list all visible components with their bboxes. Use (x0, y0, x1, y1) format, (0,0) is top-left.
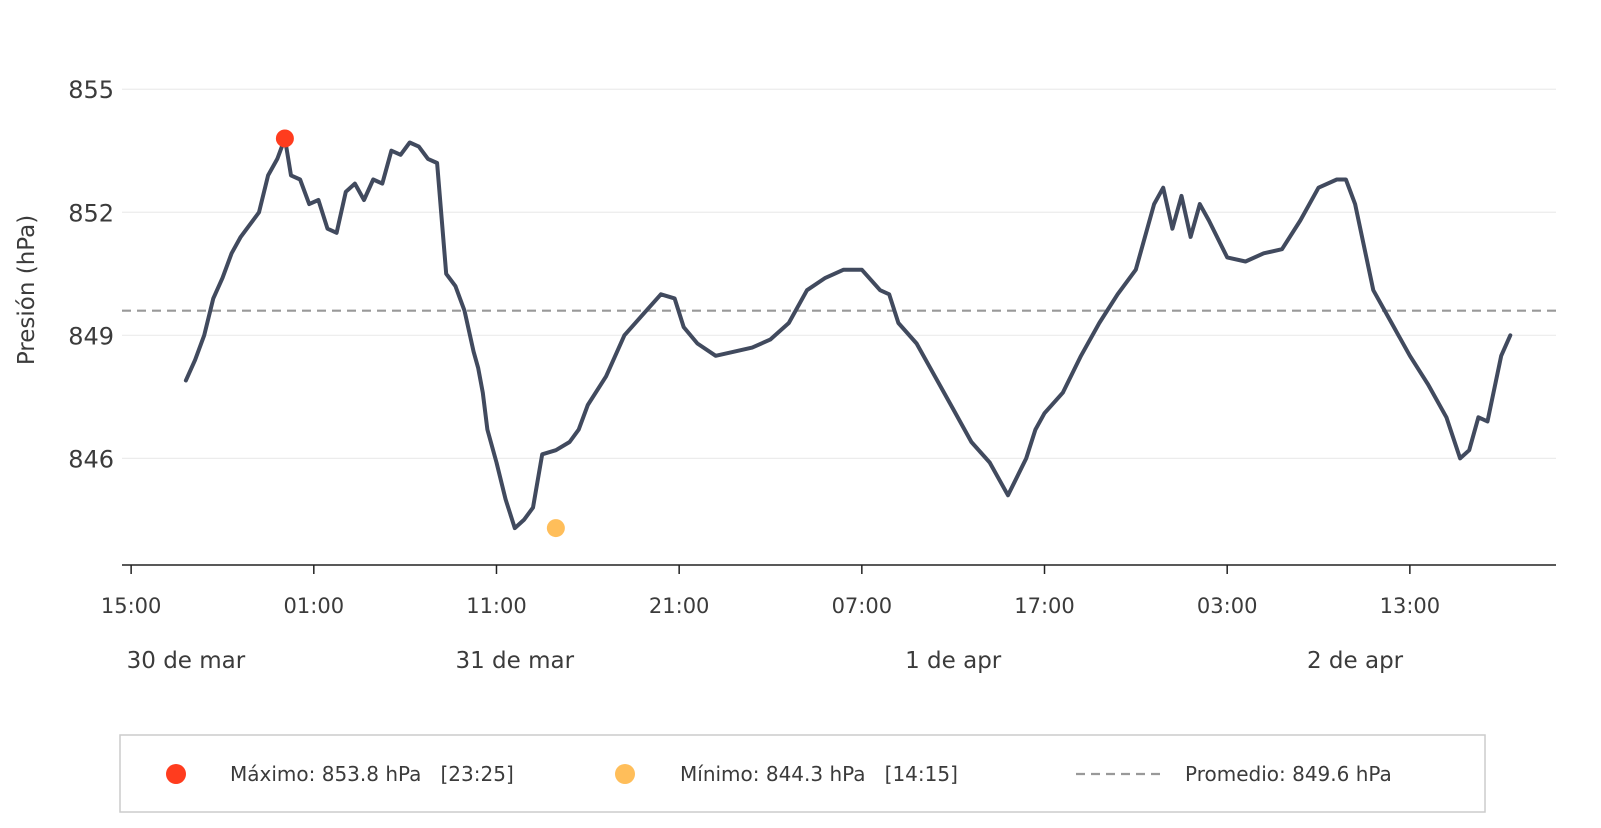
date-label-2: 1 de apr (905, 648, 1002, 674)
max-marker (275, 129, 294, 148)
x-tick-label-4: 07:00 (832, 594, 893, 618)
x-tick-label-0: 15:00 (101, 594, 162, 618)
x-tick-label-2: 11:00 (466, 594, 527, 618)
y-tick-label-849: 849 (68, 322, 114, 350)
legend: Máximo: 853.8 hPa [23:25] Mínimo: 844.3 … (119, 734, 1486, 813)
y-tick-label-852: 852 (68, 199, 114, 227)
x-tick-label-6: 03:00 (1197, 594, 1258, 618)
x-tick-label-1: 01:00 (284, 594, 345, 618)
legend-min-label: Mínimo: 844.3 hPa [14:15] (680, 762, 958, 786)
date-labels: 30 de mar 31 de mar 1 de apr 2 de apr (127, 648, 1404, 674)
y-axis-label: Presión (hPa) (14, 215, 40, 365)
y-tick-label-855: 855 (68, 76, 114, 104)
x-tick-label-7: 13:00 (1380, 594, 1441, 618)
date-label-0: 30 de mar (127, 648, 246, 674)
legend-mean-label: Promedio: 849.6 hPa (1185, 762, 1392, 786)
grid-lines (122, 88, 1556, 459)
date-label-1: 31 de mar (455, 648, 574, 674)
x-axis-ticks: 15:00 01:00 11:00 21:00 07:00 17:00 03:00 13:00 (101, 565, 1440, 618)
legend-max-marker (166, 764, 186, 784)
date-label-3: 2 de apr (1307, 648, 1404, 674)
legend-max-label: Máximo: 853.8 hPa [23:25] (230, 762, 514, 786)
x-tick-label-3: 21:00 (649, 594, 710, 618)
y-tick-label-846: 846 (68, 445, 114, 473)
y-axis-ticks: 846 849 852 855 (68, 76, 114, 473)
pressure-series-line (183, 136, 1513, 531)
min-marker (546, 519, 565, 538)
legend-min-marker (615, 764, 635, 784)
legend-frame (119, 734, 1486, 813)
x-tick-label-5: 17:00 (1014, 594, 1075, 618)
